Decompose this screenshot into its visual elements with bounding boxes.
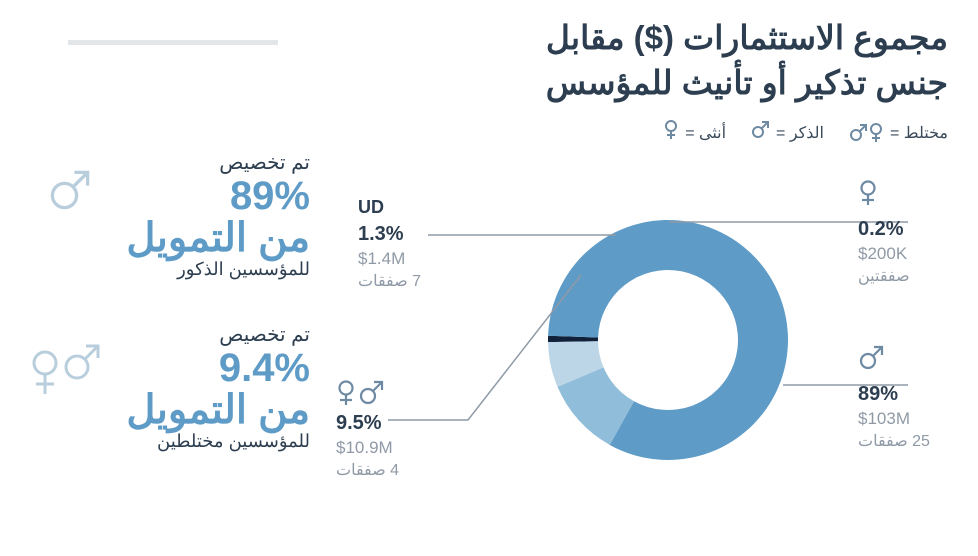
male-icon: [48, 168, 92, 217]
stat1-line2: من التمويل: [126, 216, 310, 260]
title-line-1: مجموع الاستثمارات ($) مقابل: [546, 19, 948, 56]
stat2-pct: 9.4%: [219, 346, 310, 390]
stat2-line2: من التمويل: [126, 388, 310, 432]
legend-male: الذكر =: [750, 120, 824, 145]
stat-male-funding: تم تخصيص 89% من التمويل للمؤسسين الذكور: [50, 150, 310, 280]
callout-mixed-deals: 4 صفقات: [336, 460, 399, 482]
stat2-sub: للمؤسسين مختلطين: [50, 431, 310, 452]
callout-mixed: 9.5% $10.9M 4 صفقات: [336, 380, 399, 482]
legend-mixed-label: مختلط =: [890, 123, 948, 143]
callout-female: 0.2% $200K صفقتين: [858, 180, 910, 288]
callout-male-deals: 25 صفقات: [858, 431, 930, 453]
stat1-sub: للمؤسسين الذكور: [50, 259, 310, 280]
mixed-icon: [38, 340, 102, 398]
left-stats-column: تم تخصيص 89% من التمويل للمؤسسين الذكور …: [50, 150, 310, 494]
title-line-2: جنس تذكير أو تأنيث للمؤسس: [546, 64, 948, 101]
callout-ud: UD 1.3% $1.4M 7 صفقات: [358, 195, 421, 293]
stat-mixed-funding: تم تخصيص 9.4% من التمويل للمؤسسين مختلطي…: [50, 322, 310, 452]
legend: أنثى = الذكر = مختلط =: [663, 120, 948, 145]
callout-female-pct: 0.2%: [858, 216, 910, 243]
female-icon: [663, 120, 679, 145]
donut-svg: [528, 200, 808, 480]
page-title: مجموع الاستثمارات ($) مقابل جنس تذكير أو…: [308, 16, 948, 105]
legend-male-label: الذكر =: [776, 123, 824, 143]
callout-ud-amt: $1.4M: [358, 248, 421, 271]
legend-mixed: مختلط =: [848, 123, 948, 143]
stat1-pct: 89%: [230, 174, 310, 218]
callout-male-amt: $103M: [858, 408, 930, 431]
callout-male: 89% $103M 25 صفقات: [858, 345, 930, 453]
top-divider: [68, 40, 278, 45]
male-icon: [858, 345, 930, 377]
callout-mixed-pct: 9.5%: [336, 410, 399, 437]
callout-male-pct: 89%: [858, 381, 930, 408]
female-icon: [858, 180, 910, 212]
mixed-icon: [336, 380, 399, 406]
callout-mixed-amt: $10.9M: [336, 437, 399, 460]
callout-female-amt: $200K: [858, 243, 910, 266]
callout-female-deals: صفقتين: [858, 266, 910, 288]
legend-female-label: أنثى =: [685, 123, 726, 143]
callout-ud-deals: 7 صفقات: [358, 271, 421, 293]
donut-chart: [528, 200, 808, 480]
male-icon: [750, 120, 770, 145]
callout-ud-pct: 1.3%: [358, 221, 421, 248]
legend-female: أنثى =: [663, 120, 726, 145]
callout-ud-label: UD: [358, 195, 421, 219]
mixed-icon: [848, 123, 884, 143]
donut-chart-area: 0.2% $200K صفقتين 89% $103M 25 صفقات 9.5…: [328, 160, 948, 540]
